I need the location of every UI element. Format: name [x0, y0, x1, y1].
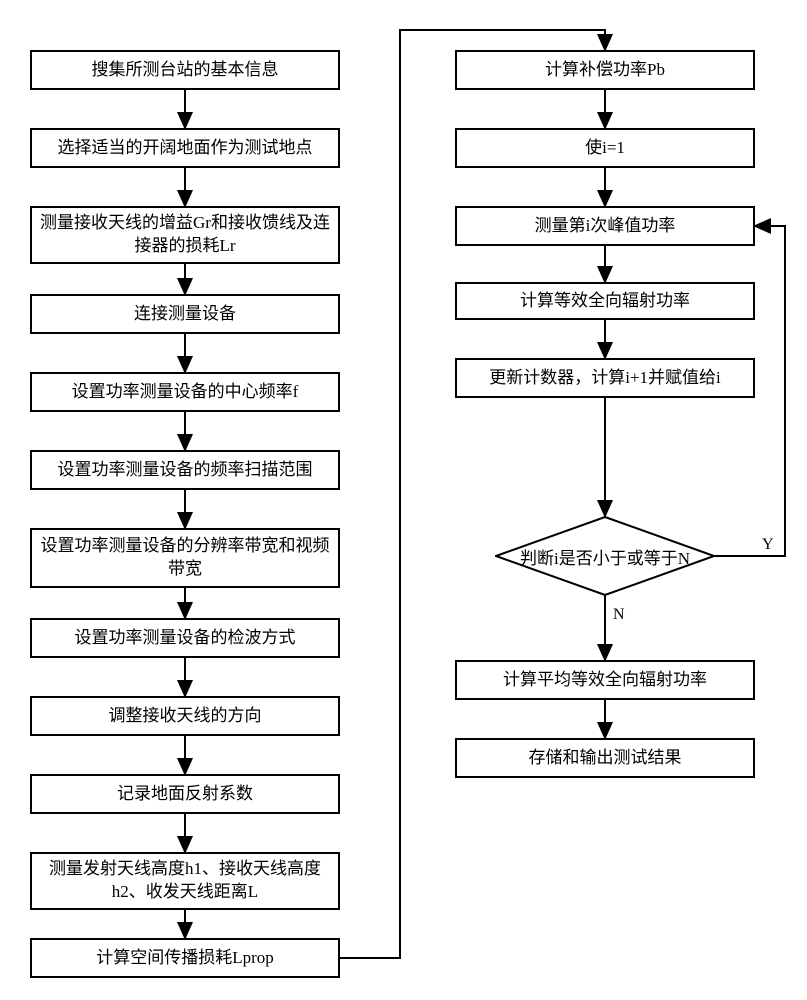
step-collect-info: 搜集所测台站的基本信息: [30, 50, 340, 90]
step-set-rbw-vbw: 设置功率测量设备的分辨率带宽和视频带宽: [30, 528, 340, 588]
step-measure-gr-lr: 测量接收天线的增益Gr和接收馈线及连接器的损耗Lr: [30, 206, 340, 264]
step-select-site: 选择适当的开阔地面作为测试地点: [30, 128, 340, 168]
step-calc-eirp: 计算等效全向辐射功率: [455, 282, 755, 320]
decision-label: 判断i是否小于或等于N: [495, 516, 715, 596]
step-measure-heights: 测量发射天线高度h1、接收天线高度h2、收发天线距离L: [30, 852, 340, 910]
label-no: N: [613, 606, 625, 624]
step-calc-pb: 计算补偿功率Pb: [455, 50, 755, 90]
step-calc-lprop: 计算空间传播损耗Lprop: [30, 938, 340, 978]
decision-i-leq-n: 判断i是否小于或等于N: [495, 516, 715, 596]
step-set-detection: 设置功率测量设备的检波方式: [30, 618, 340, 658]
step-measure-peak-i: 测量第i次峰值功率: [455, 206, 755, 246]
label-yes: Y: [762, 536, 774, 554]
step-store-output: 存储和输出测试结果: [455, 738, 755, 778]
step-record-refl-coef: 记录地面反射系数: [30, 774, 340, 814]
step-adjust-antenna: 调整接收天线的方向: [30, 696, 340, 736]
step-increment-i: 更新计数器，计算i+1并赋值给i: [455, 358, 755, 398]
step-set-center-freq: 设置功率测量设备的中心频率f: [30, 372, 340, 412]
step-set-sweep-range: 设置功率测量设备的频率扫描范围: [30, 450, 340, 490]
step-connect-equip: 连接测量设备: [30, 294, 340, 334]
step-init-i: 使i=1: [455, 128, 755, 168]
step-calc-avg-eirp: 计算平均等效全向辐射功率: [455, 660, 755, 700]
